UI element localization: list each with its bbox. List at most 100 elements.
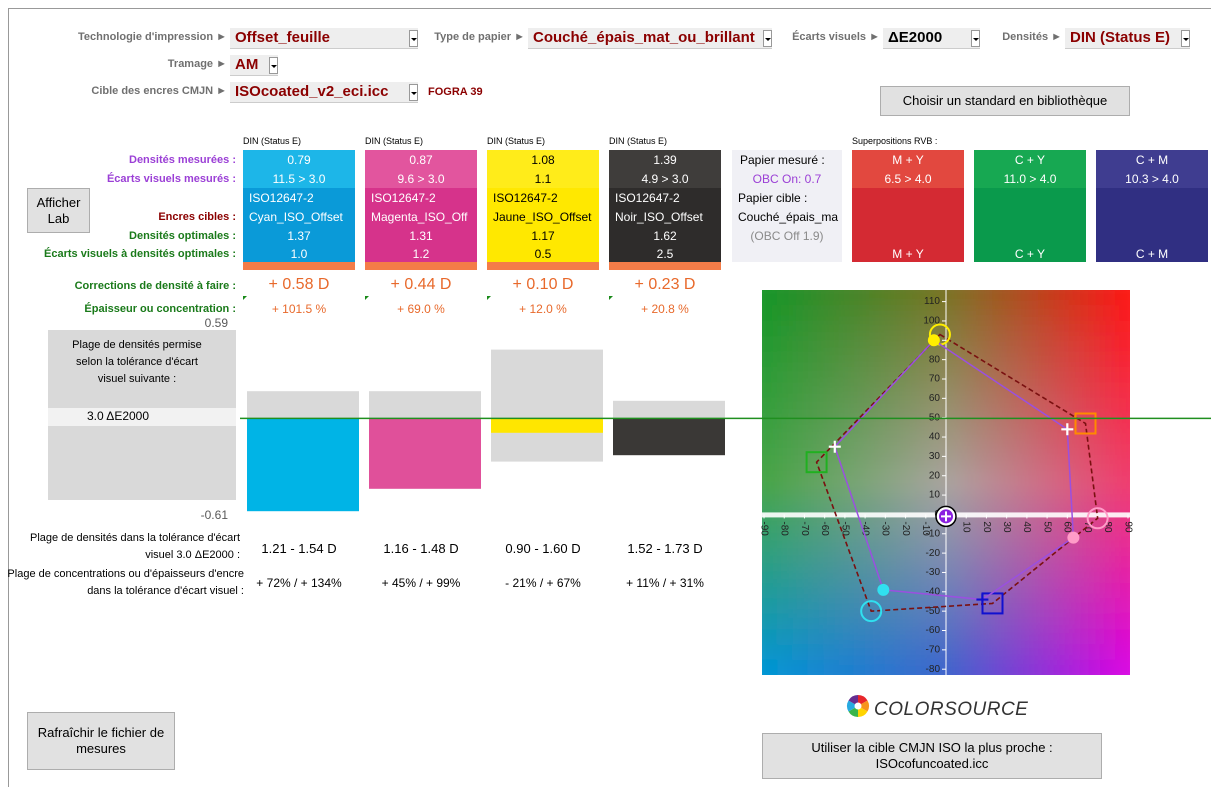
lab-background-cell xyxy=(777,290,794,307)
lab-background-cell xyxy=(946,628,963,646)
lab-background-cell xyxy=(900,336,917,353)
lab-background-cell xyxy=(915,474,932,492)
lab-background-cell xyxy=(792,290,809,307)
nearest-button[interactable]: Utiliser la cible CMJN ISO la plus proch… xyxy=(762,733,1102,779)
lab-background-cell xyxy=(854,382,871,399)
lab-background-cell xyxy=(1130,660,1146,676)
lab-background-cell xyxy=(762,397,763,415)
lab-background-cell xyxy=(1053,367,1070,384)
dropdown[interactable]: ΔE2000 xyxy=(883,28,980,49)
dropdown[interactable]: ISOcoated_v2_eci.icc xyxy=(230,82,418,103)
lab-background-cell xyxy=(961,413,978,430)
lab-background-cell xyxy=(976,490,993,507)
concentration-range-label: Plage de concentrations ou d'épaisseurs … xyxy=(7,568,244,597)
lab-button[interactable]: Afficher Lab xyxy=(27,188,90,233)
lab-background-cell xyxy=(1114,659,1130,675)
overprint-name: M + Y xyxy=(892,153,924,167)
refresh-button[interactable]: Rafraîchir le fichier de mesures xyxy=(27,712,175,770)
lab-background-cell xyxy=(792,582,809,599)
bar xyxy=(613,418,725,456)
lab-background-cell xyxy=(854,474,871,492)
lab-background-cell xyxy=(1068,351,1085,368)
lab-background-cell xyxy=(1099,351,1116,368)
lab-background-cell xyxy=(777,598,794,615)
lab-background-cell xyxy=(1022,567,1039,584)
lab-background-cell xyxy=(777,551,794,569)
lab-background-cell xyxy=(869,351,886,368)
lab-background-cell xyxy=(930,567,947,584)
optimal-delta: 1.0 xyxy=(290,247,308,261)
lab-background-cell xyxy=(1130,444,1146,460)
lab-background-cell xyxy=(1068,382,1085,399)
y-tick-label: 80 xyxy=(929,354,941,365)
lab-background-cell xyxy=(1099,598,1116,615)
row-label: Corrections de densité à faire : xyxy=(74,280,236,292)
lab-background-cell xyxy=(1114,290,1130,291)
lab-background-cell xyxy=(1068,551,1085,569)
lab-background-cell xyxy=(777,628,794,646)
lab-background-cell xyxy=(976,413,993,430)
tolerance-value: 3.0 ΔE2000 xyxy=(86,409,150,423)
lab-background-cell xyxy=(869,644,886,661)
lab-background-cell xyxy=(946,382,963,399)
library-button[interactable]: Choisir un standard en bibliothèque xyxy=(880,86,1130,116)
lab-background-cell xyxy=(1099,474,1116,492)
dropdown[interactable]: Offset_feuille xyxy=(230,28,418,49)
lab-background-cell xyxy=(1084,351,1101,368)
lab-background-cell xyxy=(930,382,947,399)
lab-background-cell xyxy=(793,675,809,691)
x-tick-label: -10 xyxy=(920,521,931,536)
lab-background-cell xyxy=(884,320,901,338)
lab-background-cell xyxy=(1022,659,1039,675)
lab-background-cell xyxy=(1038,582,1055,599)
lab-background-cell xyxy=(854,628,871,646)
lab-background-cell xyxy=(1114,521,1130,538)
lab-background-cell xyxy=(1068,444,1085,461)
optimal-density: 1.37 xyxy=(287,229,311,243)
lab-background-cell xyxy=(838,567,855,584)
lab-background-cell xyxy=(961,474,978,492)
target-point xyxy=(1074,412,1097,435)
lab-background-cell xyxy=(900,521,917,538)
lab-background-cell xyxy=(884,551,901,569)
lab-background-cell xyxy=(1038,367,1055,384)
density-range: 1.16 - 1.48 D xyxy=(383,541,459,556)
lab-background-cell xyxy=(792,628,809,646)
lab-background-cell xyxy=(1053,675,1069,691)
lab-background-cell xyxy=(762,413,779,430)
lab-background-cell xyxy=(854,613,871,630)
lab-background-cell xyxy=(1084,382,1101,399)
lab-background-cell xyxy=(900,613,917,630)
ink-measured-cell xyxy=(487,150,599,188)
lab-background-cell xyxy=(1053,613,1070,630)
lab-background-cell xyxy=(1068,598,1085,615)
lab-background-cell xyxy=(900,367,917,384)
lab-background-cell xyxy=(1007,367,1024,384)
row-label: Écarts visuels à densités optimales : xyxy=(44,248,236,260)
lab-background-cell xyxy=(792,305,809,322)
lab-background-cell xyxy=(869,397,886,415)
lab-background-cell xyxy=(869,675,885,691)
lab-background-cell xyxy=(915,567,932,584)
lab-background-cell xyxy=(1099,290,1116,291)
thickness-change: + 20.8 % xyxy=(641,302,689,316)
lab-background-cell xyxy=(930,474,947,492)
dropdown[interactable]: AM xyxy=(230,55,278,76)
lab-background-cell xyxy=(1084,567,1101,584)
lab-background-cell xyxy=(900,459,917,476)
lab-background-cell xyxy=(884,490,901,507)
row-label: Épaisseur ou concentration : xyxy=(84,303,236,315)
lab-background-cell xyxy=(792,567,809,584)
lab-background-cell xyxy=(1007,474,1024,492)
lab-background-cell xyxy=(992,474,1009,492)
lab-background-cell xyxy=(1053,474,1070,492)
measured-density: 0.79 xyxy=(287,153,311,167)
dropdown[interactable]: Couché_épais_mat_ou_brillant xyxy=(528,28,772,49)
lab-background-cell xyxy=(808,521,825,538)
lab-background-cell xyxy=(1114,613,1130,630)
lab-background-cell xyxy=(915,290,932,307)
lab-background-cell xyxy=(808,490,825,507)
lab-background-cell xyxy=(792,598,809,615)
lab-background-cell xyxy=(1022,444,1039,461)
dropdown[interactable]: DIN (Status E) xyxy=(1065,28,1190,49)
